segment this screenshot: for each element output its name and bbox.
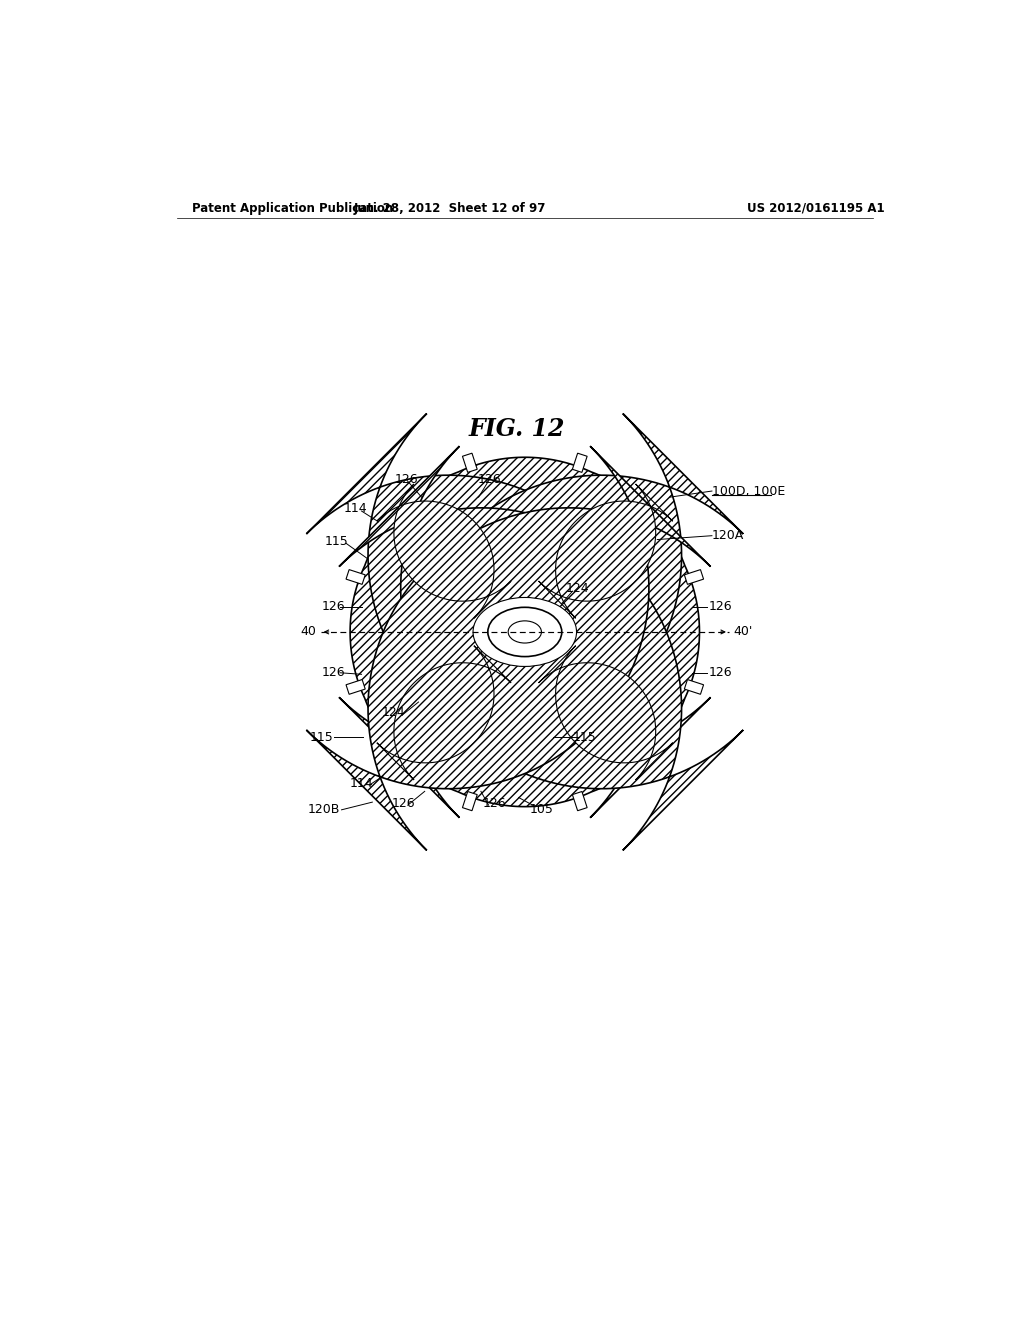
Text: 114: 114 xyxy=(350,777,374,791)
Polygon shape xyxy=(306,413,711,817)
Text: 40': 40' xyxy=(733,626,753,639)
Polygon shape xyxy=(377,645,511,780)
Text: 115: 115 xyxy=(309,731,334,744)
Text: 126: 126 xyxy=(482,797,506,810)
Text: 115: 115 xyxy=(573,731,597,744)
Polygon shape xyxy=(346,680,366,694)
Text: US 2012/0161195 A1: US 2012/0161195 A1 xyxy=(746,202,884,215)
Text: 124: 124 xyxy=(565,582,589,594)
Text: 126: 126 xyxy=(477,473,501,486)
Polygon shape xyxy=(684,570,703,585)
Text: 115: 115 xyxy=(325,536,349,548)
Text: 120A: 120A xyxy=(712,529,744,543)
Text: 124: 124 xyxy=(382,706,406,719)
Text: 40: 40 xyxy=(300,626,316,639)
Polygon shape xyxy=(339,413,743,817)
Polygon shape xyxy=(339,446,743,850)
Text: 126: 126 xyxy=(322,601,346,612)
Polygon shape xyxy=(346,570,366,585)
Polygon shape xyxy=(377,484,511,618)
Polygon shape xyxy=(306,446,711,850)
Text: 126: 126 xyxy=(392,797,416,810)
Ellipse shape xyxy=(487,607,562,656)
Text: 120B: 120B xyxy=(307,804,340,816)
Text: 114: 114 xyxy=(344,502,368,515)
Ellipse shape xyxy=(508,620,542,643)
Text: 126: 126 xyxy=(394,473,418,486)
Text: 126: 126 xyxy=(709,667,732,680)
Ellipse shape xyxy=(473,598,577,667)
Polygon shape xyxy=(572,453,587,473)
Polygon shape xyxy=(350,457,699,807)
Text: Patent Application Publication: Patent Application Publication xyxy=(193,202,393,215)
Polygon shape xyxy=(463,453,477,473)
Polygon shape xyxy=(463,792,477,810)
Polygon shape xyxy=(539,484,673,618)
Text: FIG. 12: FIG. 12 xyxy=(469,417,565,441)
Text: 126: 126 xyxy=(322,667,346,680)
Text: Jun. 28, 2012  Sheet 12 of 97: Jun. 28, 2012 Sheet 12 of 97 xyxy=(354,202,546,215)
Polygon shape xyxy=(539,645,673,780)
Polygon shape xyxy=(572,792,587,810)
Polygon shape xyxy=(684,680,703,694)
Text: 105: 105 xyxy=(529,804,554,816)
Text: 126: 126 xyxy=(709,601,732,612)
Text: 100D, 100E: 100D, 100E xyxy=(712,484,785,498)
